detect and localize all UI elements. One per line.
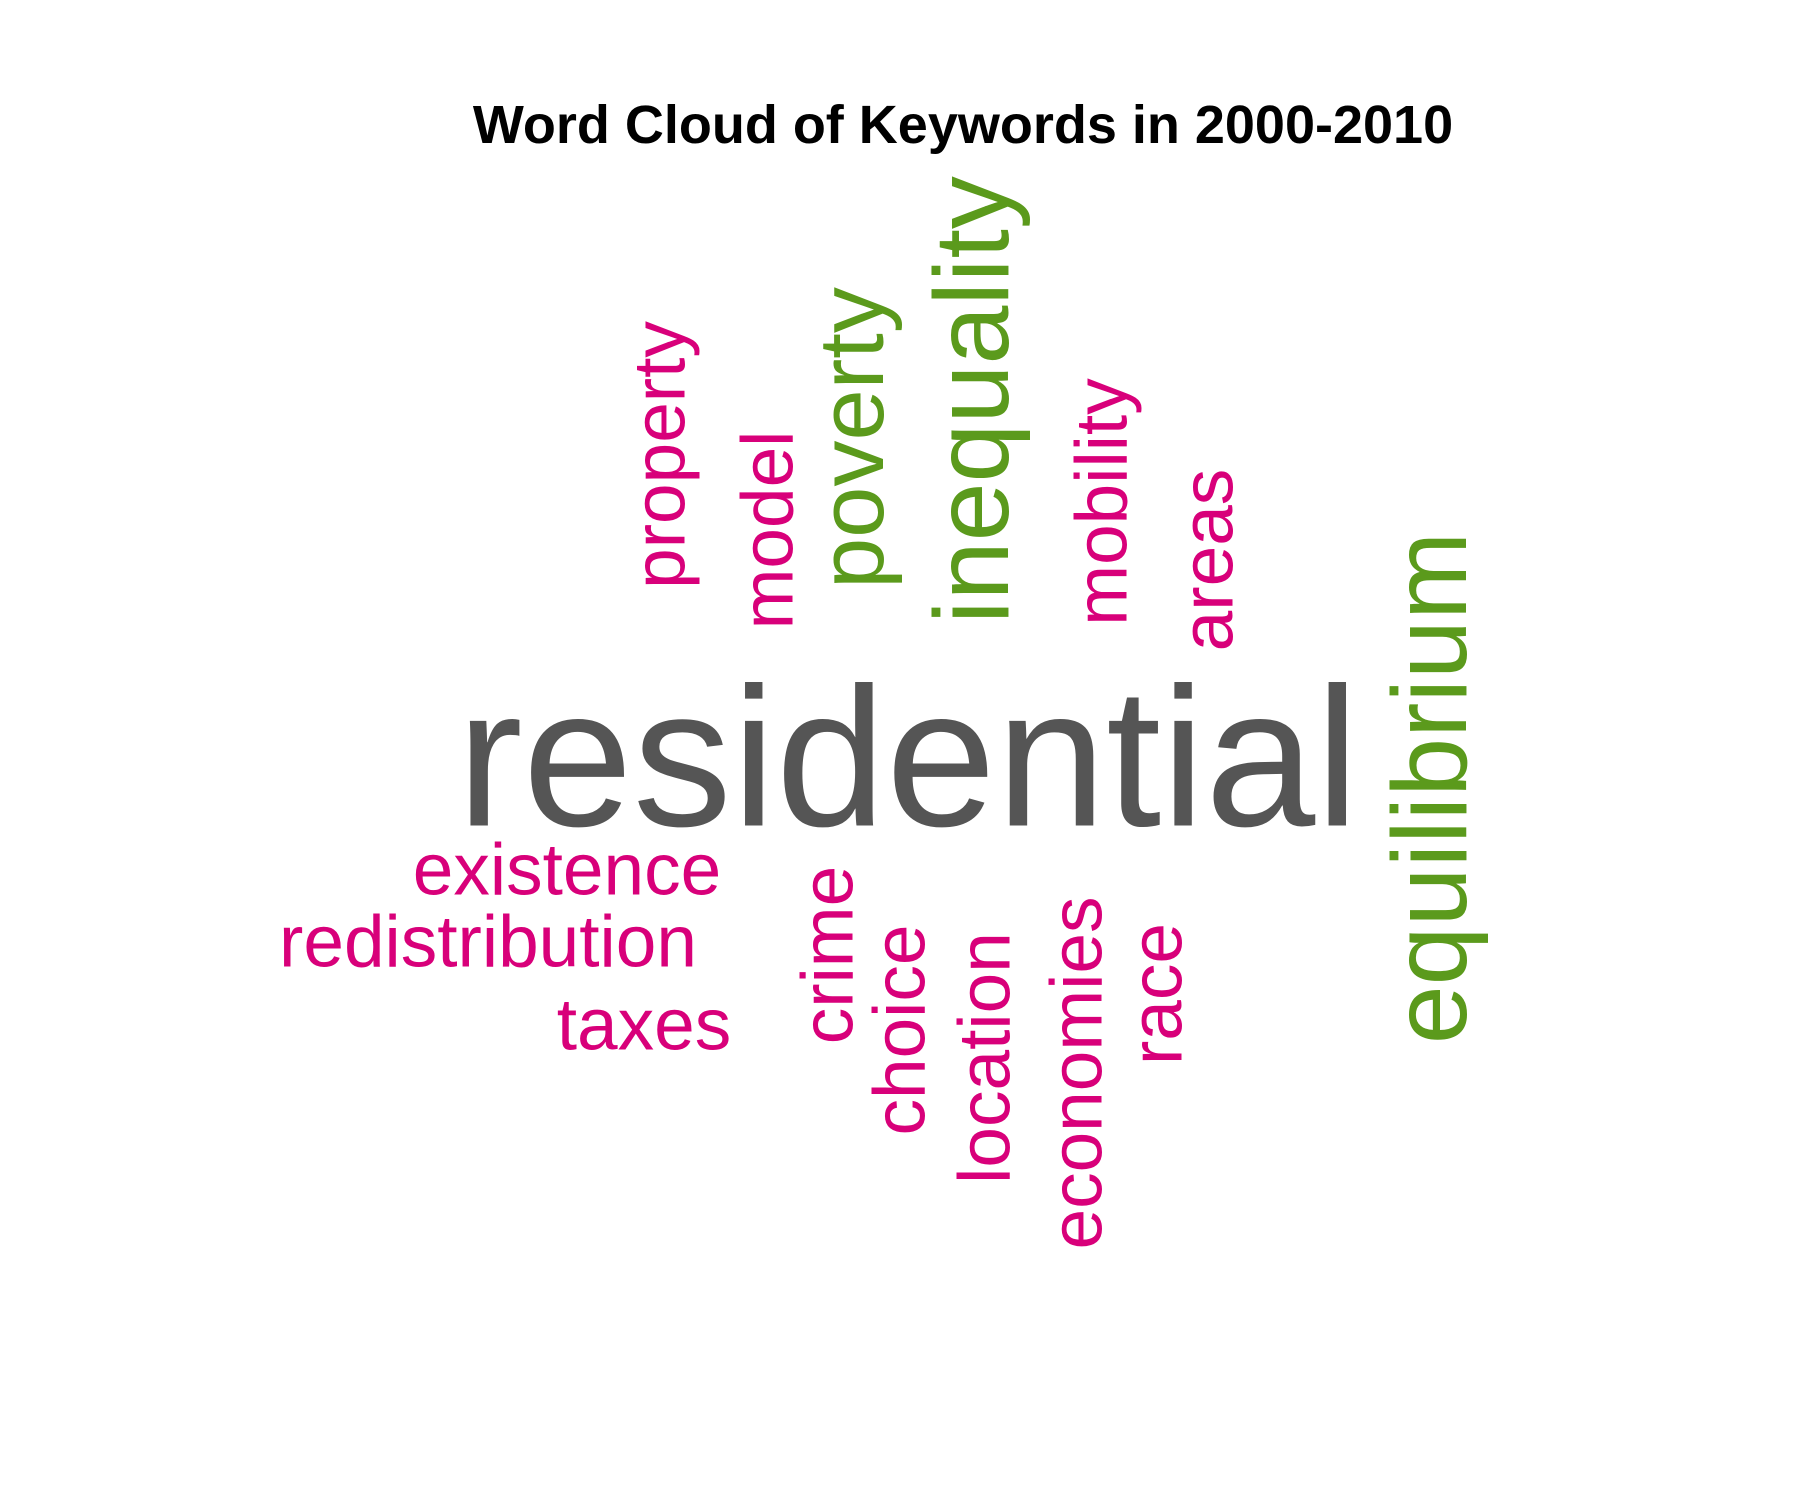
word-taxes: taxes: [557, 985, 731, 1066]
word-choice: choice: [860, 924, 941, 1135]
word-redistribution: redistribution: [279, 902, 697, 983]
word-economies: economies: [1037, 896, 1118, 1249]
word-equilibrium: equilibrium: [1371, 532, 1489, 1045]
word-race: race: [1117, 923, 1198, 1065]
word-inequality: inequality: [913, 176, 1031, 624]
word-residential: residential: [457, 647, 1360, 868]
word-existence: existence: [413, 830, 721, 911]
word-areas: areas: [1168, 469, 1249, 652]
chart-title: Word Cloud of Keywords in 2000-2010: [472, 95, 1454, 155]
word-poverty: poverty: [801, 287, 903, 589]
word-location: location: [945, 932, 1026, 1184]
word-model: model: [728, 431, 809, 630]
word-property: property: [620, 321, 701, 589]
word-mobility: mobility: [1062, 378, 1143, 626]
word-crime: crime: [788, 866, 869, 1044]
